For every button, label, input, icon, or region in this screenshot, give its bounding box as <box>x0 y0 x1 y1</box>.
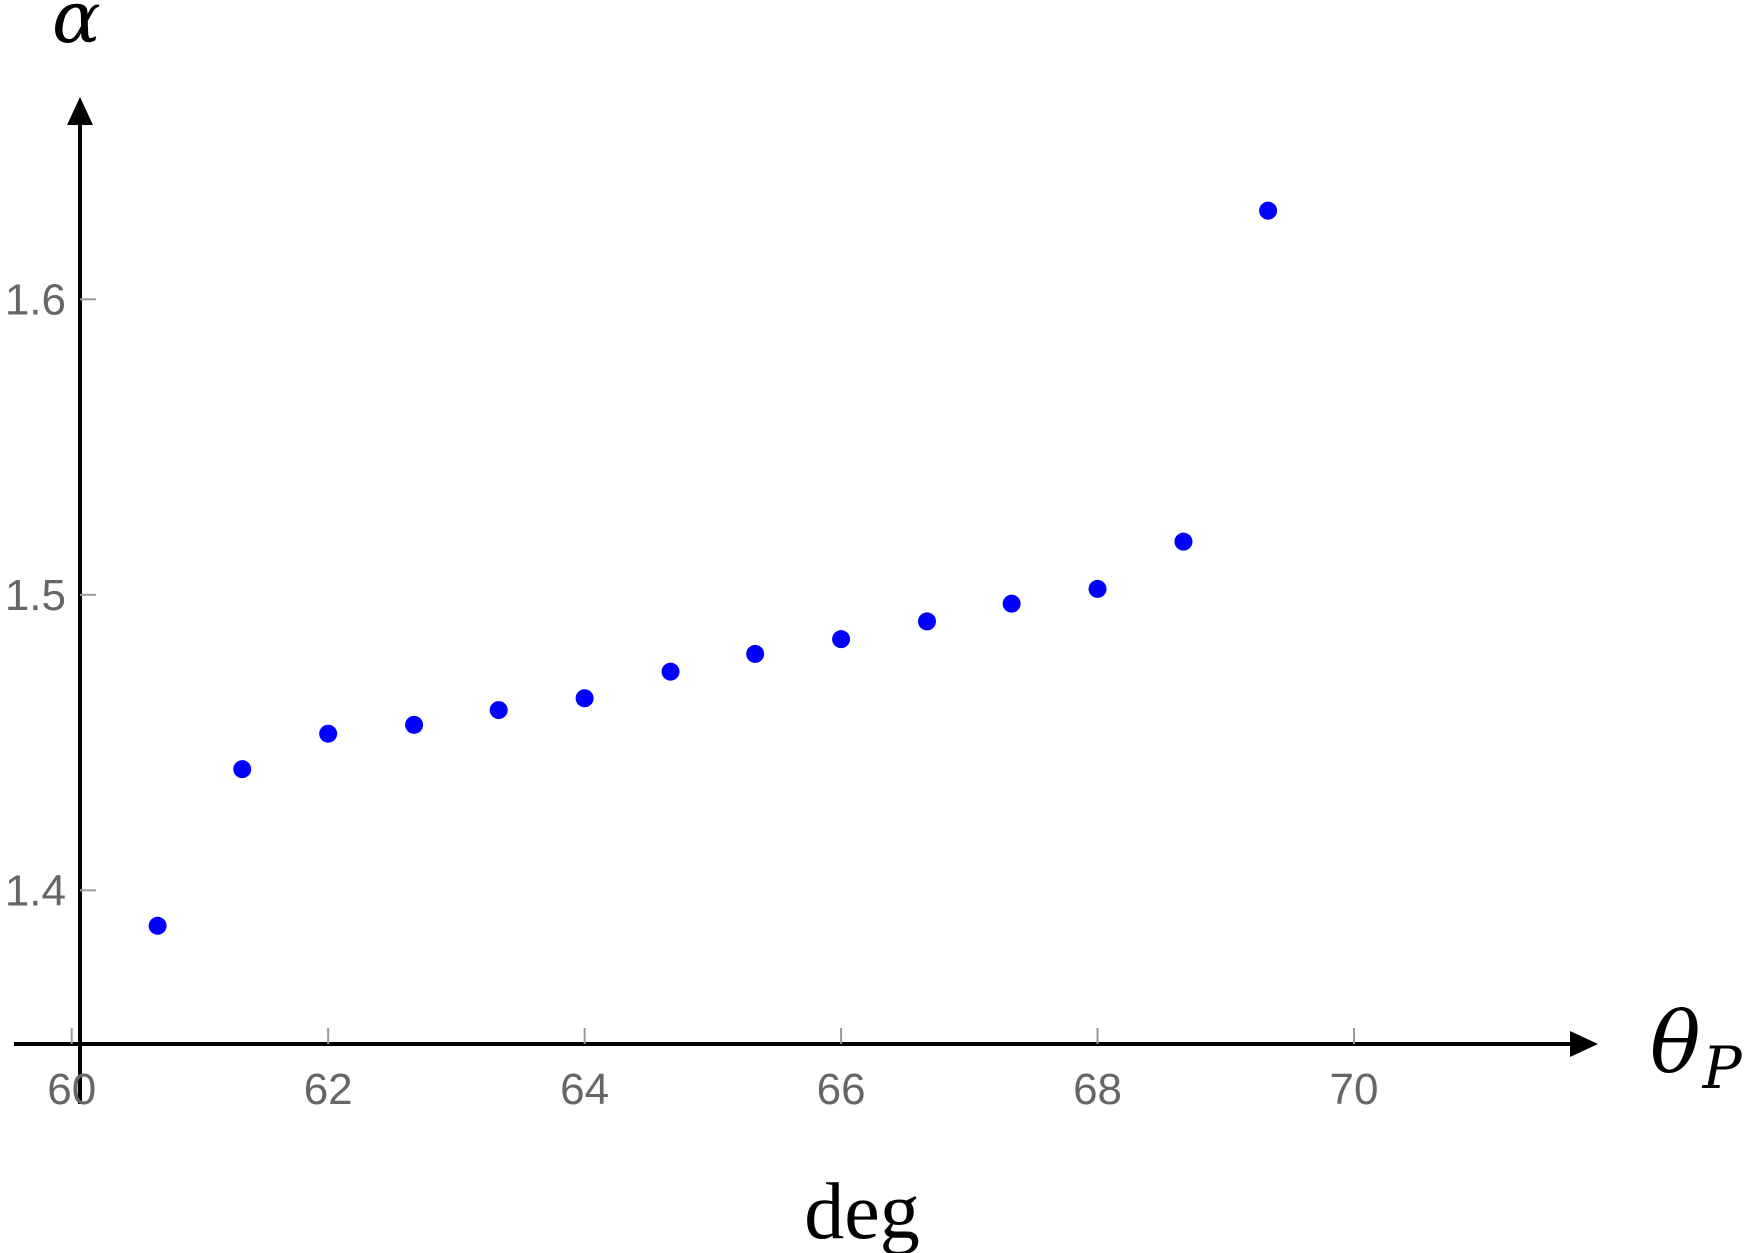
data-points <box>148 201 1278 935</box>
data-point <box>1002 594 1021 613</box>
y-axis-title: α <box>52 0 101 59</box>
x-axis-title-subscript: P <box>1702 1034 1743 1102</box>
y-tick-label: 1.6 <box>5 275 66 324</box>
data-point <box>575 689 594 708</box>
y-axis-arrow <box>67 97 93 125</box>
data-point <box>832 630 851 649</box>
data-point <box>746 644 765 663</box>
y-tick-label: 1.5 <box>5 571 66 620</box>
axes <box>14 97 1598 1104</box>
y-tick-label: 1.4 <box>5 866 66 915</box>
x-axis-unit: deg <box>804 1168 920 1253</box>
x-tick-label: 70 <box>1330 1065 1379 1114</box>
data-point <box>918 612 937 631</box>
data-point <box>148 916 167 935</box>
x-axis-title-main: θ <box>1650 994 1701 1092</box>
data-point <box>1259 201 1278 220</box>
y-ticks: 1.4 1.5 1.6 <box>5 275 96 915</box>
x-axis-arrow <box>1570 1031 1598 1057</box>
x-tick-label: 66 <box>817 1065 866 1114</box>
data-point <box>319 724 338 743</box>
x-tick-label: 60 <box>47 1065 96 1114</box>
x-tick-label: 68 <box>1073 1065 1122 1114</box>
x-tick-label: 62 <box>304 1065 353 1114</box>
data-point <box>489 701 508 720</box>
x-tick-label: 64 <box>560 1065 609 1114</box>
data-point <box>661 662 680 681</box>
data-point <box>1174 532 1193 551</box>
data-point <box>233 760 252 779</box>
data-point <box>1088 579 1107 598</box>
x-axis-title: θP <box>1650 994 1743 1102</box>
data-point <box>405 715 424 734</box>
x-ticks: 60 62 64 66 68 70 <box>47 1028 1378 1114</box>
